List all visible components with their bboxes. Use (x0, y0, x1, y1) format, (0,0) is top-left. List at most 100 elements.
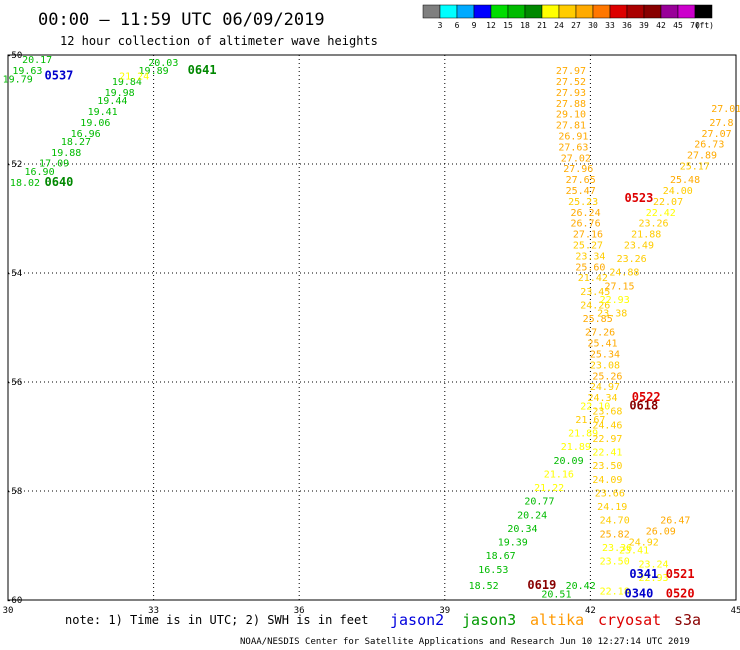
wave-height-label: 26.09 (646, 527, 676, 538)
scale-label: 6 (455, 21, 460, 30)
wave-height-label: 21.22 (534, 483, 564, 494)
scale-swatch (541, 4, 560, 19)
scale-label: 30 (588, 21, 598, 30)
wave-height-label: 24.46 (592, 420, 622, 431)
scale-label: 42 (656, 21, 666, 30)
wave-height-label: 24.92 (629, 538, 659, 549)
chart-subtitle: 12 hour collection of altimeter wave hei… (60, 34, 378, 48)
wave-height-label: 25.23 (568, 197, 598, 208)
scale-swatch (524, 4, 543, 19)
pass-time-label: 0537 (45, 69, 74, 83)
wave-height-label: 22.93 (638, 573, 668, 584)
pass-time-label: 0618 (629, 398, 658, 412)
wave-height-label: 27.81 (556, 121, 586, 132)
scale-label: 24 (554, 21, 564, 30)
wave-height-label: 27.8 (709, 118, 733, 129)
wave-height-label: 26.47 (660, 516, 690, 527)
pass-time-label: 0640 (45, 175, 74, 189)
chart-title: 00:00 – 11:59 UTC 06/09/2019 (38, 10, 325, 30)
wave-height-label: 25.82 (600, 529, 630, 540)
wave-height-label: 25.41 (587, 339, 617, 350)
wave-height-label: 26.24 (570, 208, 600, 219)
wave-height-label: 27.89 (687, 151, 717, 162)
scale-swatch (694, 4, 713, 19)
scale-swatch (660, 4, 679, 19)
color-scale: 3 6 9 12 15 18 21 24 27 30 33 36 39 42 45 70(ft) (422, 4, 714, 30)
wave-height-label: 25.26 (592, 371, 622, 382)
wave-height-label: 19.98 (105, 88, 135, 99)
x-tick-label: 45 (731, 606, 740, 616)
wave-height-label: 22.41 (592, 448, 622, 459)
credit-text: NOAA/NESDIS Center for Satellite Applica… (240, 637, 690, 647)
wave-height-label: 19.63 (12, 66, 42, 77)
y-tick-label: -54 (6, 269, 22, 279)
legend-jason2: jason2 (390, 611, 444, 629)
wave-height-label: 23.41 (619, 546, 649, 557)
scale-label: 45 (673, 21, 683, 30)
scale-swatch (456, 4, 475, 19)
y-tick-label: -58 (6, 487, 22, 497)
wave-height-label: 18.27 (61, 137, 91, 148)
legend-jason3: jason3 (462, 611, 516, 629)
scale-swatch (609, 4, 628, 19)
wave-height-label: 25.60 (575, 262, 605, 273)
pass-time-label: 0520 (666, 586, 695, 600)
scale-label: 3 (438, 21, 443, 30)
wave-height-label: 23.24 (638, 559, 668, 570)
scale-label: 33 (605, 21, 615, 30)
legend-altika: altika (530, 611, 584, 629)
wave-height-label: 25.47 (566, 186, 596, 197)
pass-time-label: 0523 (624, 191, 653, 205)
wave-height-label: 27.88 (556, 99, 586, 110)
pass-time-label: 0522 (632, 390, 661, 404)
wave-height-label: 23.26 (617, 254, 647, 265)
x-tick-label: 33 (148, 606, 159, 616)
wave-height-label: 20.42 (566, 581, 596, 592)
wave-height-label: 16.90 (24, 167, 54, 178)
wave-height-label: 24.88 (609, 268, 639, 279)
pass-time-label: 0340 (624, 586, 653, 600)
wave-height-label: 18.67 (486, 551, 516, 562)
wave-height-label: 27.07 (702, 129, 732, 140)
x-tick-label: 30 (3, 606, 14, 616)
wave-height-label: 22.18 (600, 587, 630, 598)
wave-height-label: 25.17 (680, 161, 710, 172)
pass-time-label: 0619 (527, 578, 556, 592)
scale-swatch (643, 4, 662, 19)
pass-time-label: 0521 (666, 567, 695, 581)
wave-height-label: 19.41 (88, 107, 118, 118)
wave-height-label: 22.42 (646, 208, 676, 219)
x-tick-label: 39 (439, 606, 450, 616)
scale-swatch (558, 4, 577, 19)
wave-height-label: 27.16 (573, 230, 603, 241)
wave-height-label: 20.77 (524, 497, 554, 508)
scale-swatch (490, 4, 509, 19)
wave-height-label: 19.44 (97, 96, 127, 107)
wave-height-label: 27.15 (604, 281, 634, 292)
y-tick-label: -56 (6, 378, 22, 388)
legend-s3a: s3a (674, 611, 701, 629)
pass-time-label: 0341 (629, 567, 658, 581)
wave-height-label: 26.73 (694, 140, 724, 151)
wave-height-label: 20.03 (148, 58, 178, 69)
wave-height-label: 23.45 (580, 287, 610, 298)
wave-height-label: 26.76 (570, 219, 600, 230)
wave-height-label: 21.16 (544, 469, 574, 480)
wave-height-label: 24.70 (600, 516, 630, 527)
wave-height-label: 19.88 (51, 148, 81, 159)
wave-height-label: 23.50 (600, 557, 630, 568)
wave-height-label: 23.08 (590, 360, 620, 371)
wave-height-label: 19.79 (3, 74, 33, 85)
wave-height-label: 18.52 (469, 581, 499, 592)
wave-height-label: 23.50 (592, 461, 622, 472)
wave-height-label: 22.97 (592, 434, 622, 445)
scale-swatch (626, 4, 645, 19)
wave-height-label: 24.26 (580, 300, 610, 311)
wave-height-label: 19.06 (80, 118, 110, 129)
legend-cryosat: cryosat (598, 611, 661, 629)
plot-frame (7, 54, 737, 601)
wave-height-label: 27.26 (585, 328, 615, 339)
